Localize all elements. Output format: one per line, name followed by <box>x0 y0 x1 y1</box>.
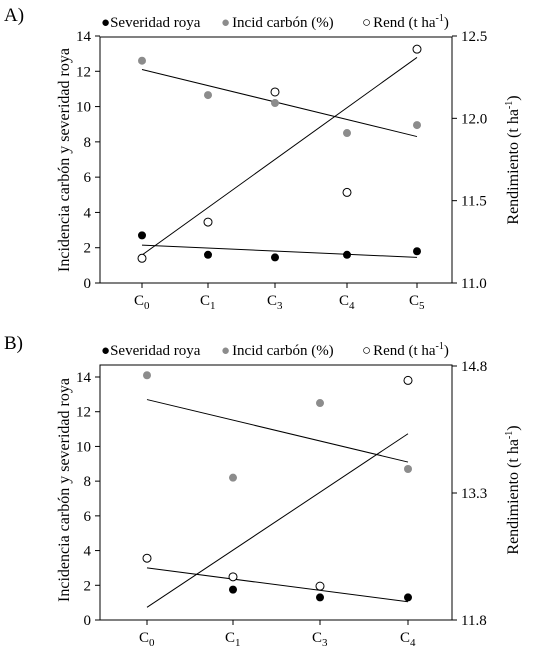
right-axis-a: 11.0 11.5 12.0 12.5 <box>452 29 487 292</box>
point-rend-t-ha-1--b <box>315 581 325 591</box>
left-tick-label-a: 14 <box>76 29 92 45</box>
left-tick-label-b: 8 <box>84 474 92 490</box>
point-incid-carb-n--a <box>413 121 421 130</box>
point-severidad-roya-a <box>343 250 351 259</box>
point-incid-carb-n--b <box>229 473 237 482</box>
trendline-severidad-roya-b <box>146 567 409 603</box>
left-tick-label-b: 6 <box>84 509 92 525</box>
left-tick-label-a: 8 <box>84 135 92 151</box>
y-axis-label-b: Incidencia carbón y severidad roya <box>56 378 73 602</box>
right-tick-label-a: 11.0 <box>461 276 487 292</box>
trendlines-b <box>146 399 409 608</box>
point-severidad-roya-b <box>404 593 412 602</box>
left-tick-label-a: 4 <box>84 205 92 221</box>
point-severidad-roya-a <box>413 247 421 256</box>
point-severidad-roya-a <box>138 231 146 240</box>
right-tick-label-b: 14.8 <box>461 359 487 375</box>
point-severidad-roya-b <box>229 585 237 594</box>
point-incid-carb-n--b <box>404 464 412 473</box>
plot-frame-b <box>99 364 453 621</box>
panel-label-b: B) <box>4 333 23 354</box>
point-rend-t-ha-1--a <box>342 187 352 197</box>
trendlines-a <box>141 57 418 258</box>
left-tick-label-a: 10 <box>76 100 91 116</box>
right-tick-label-a: 11.5 <box>461 194 487 210</box>
point-rend-t-ha-1--b <box>142 553 152 563</box>
x-tick-label-a: C0 <box>134 293 150 312</box>
right-axis-b: 11.8 13.3 14.8 <box>452 359 487 629</box>
point-rend-t-ha-1--a <box>203 217 213 227</box>
legend-b: ●Severidad roya ● Incid carbón (%) ○ Rend … <box>101 341 449 359</box>
legend-a-rend: ○ Rend (t ha-1) <box>362 13 449 31</box>
left-axis-a: 0 2 4 6 8 10 12 14 <box>76 29 100 292</box>
left-tick-label-a: 6 <box>84 170 92 186</box>
right-tick-label-a: 12.0 <box>461 111 487 127</box>
trendline-rend-t-ha-1--b <box>146 433 409 608</box>
trendline-severidad-roya-a <box>141 244 418 258</box>
point-rend-t-ha-1--a <box>270 87 280 97</box>
panel-b: B) ●Severidad roya ● Incid carbón (%) ○ Re… <box>4 333 522 649</box>
left-tick-label-b: 12 <box>76 405 91 421</box>
x-tick-label-a: C3 <box>267 293 283 312</box>
right-tick-label-b: 13.3 <box>461 486 487 502</box>
legend-a-severidad: ●Severidad roya <box>101 15 201 31</box>
trendline-rend-t-ha-1--a <box>141 57 418 256</box>
left-tick-label-a: 2 <box>84 241 92 257</box>
left-tick-label-a: 12 <box>76 64 91 80</box>
left-tick-label-b: 10 <box>76 439 91 455</box>
legend-b-incid: ● Incid carbón (%) <box>221 343 334 359</box>
left-tick-label-b: 2 <box>84 578 92 594</box>
point-rend-t-ha-1--a <box>137 253 147 263</box>
x-tick-label-b: C1 <box>225 630 241 649</box>
point-incid-carb-n--b <box>143 371 151 380</box>
left-tick-label-b: 14 <box>76 370 92 386</box>
left-tick-label-b: 0 <box>84 613 92 629</box>
plot-frame-a <box>99 36 453 284</box>
point-rend-t-ha-1--a <box>412 44 422 54</box>
panel-a: A) ●Severidad roya ● Incid carbón (%) ○ Re… <box>4 5 522 312</box>
point-incid-carb-n--b <box>316 399 324 408</box>
panel-label-a: A) <box>4 5 24 26</box>
y-axis-label-a: Incidencia carbón y severidad roya <box>56 48 73 272</box>
legend-a: ●Severidad roya ● Incid carbón (%) ○ Rend … <box>101 13 449 31</box>
point-severidad-roya-a <box>271 253 279 262</box>
left-tick-label-b: 4 <box>84 544 92 560</box>
trendline-incid-carb-n--b <box>146 399 409 463</box>
y-axis-right-label-b: Rendimiento (t ha-1) <box>504 425 522 554</box>
left-axis-b: 0 2 4 6 8 10 12 14 <box>76 370 100 629</box>
trendline-incid-carb-n--a <box>141 69 418 138</box>
right-tick-label-a: 12.5 <box>461 29 487 45</box>
x-tick-label-a: C1 <box>200 293 216 312</box>
point-incid-carb-n--a <box>271 99 279 108</box>
point-severidad-roya-a <box>204 250 212 259</box>
legend-b-rend: ○ Rend (t ha-1) <box>362 341 449 359</box>
point-incid-carb-n--a <box>204 91 212 100</box>
right-tick-label-b: 11.8 <box>461 613 487 629</box>
x-axis-b: C0 C1 C3 C4 <box>139 620 416 649</box>
left-tick-label-a: 0 <box>84 276 92 292</box>
point-incid-carb-n--a <box>138 56 146 65</box>
point-incid-carb-n--a <box>343 129 351 138</box>
x-tick-label-b: C4 <box>400 630 416 649</box>
point-rend-t-ha-1--b <box>228 572 238 582</box>
x-axis-a: C0 C1 C3 C4 C5 <box>134 283 425 312</box>
point-severidad-roya-b <box>316 593 324 602</box>
x-tick-label-b: C3 <box>312 630 328 649</box>
data-points-b <box>142 371 413 602</box>
y-axis-right-label-a: Rendimiento (t ha-1) <box>504 95 522 224</box>
x-tick-label-a: C5 <box>409 293 425 312</box>
legend-b-severidad: ●Severidad roya <box>101 343 201 359</box>
x-tick-label-b: C0 <box>139 630 155 649</box>
x-tick-label-a: C4 <box>339 293 355 312</box>
point-rend-t-ha-1--b <box>403 375 413 385</box>
legend-a-incid: ● Incid carbón (%) <box>221 15 334 31</box>
data-points-a <box>137 44 422 263</box>
